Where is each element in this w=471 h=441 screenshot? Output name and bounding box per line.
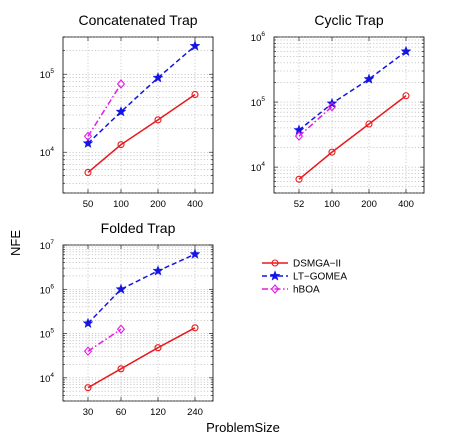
data-point [115, 283, 127, 294]
x-tick-label: 50 [83, 199, 94, 210]
x-tick-label: 400 [187, 199, 203, 210]
data-point [152, 72, 164, 83]
figure-y-axis-label: NFE [8, 230, 23, 256]
series-circle [295, 92, 410, 183]
series-star [82, 248, 201, 329]
y-tick-label: 104 [40, 146, 55, 159]
data-point [82, 317, 94, 329]
data-point [328, 148, 336, 156]
y-tick-label: 107 [40, 239, 55, 252]
series-line [87, 45, 196, 144]
data-point [154, 344, 162, 352]
series-line [298, 95, 407, 180]
data-point [294, 131, 304, 141]
x-tick-label: 240 [187, 407, 203, 418]
series-line [87, 83, 122, 137]
data-point [191, 90, 199, 99]
data-point [117, 141, 125, 149]
y-tick-label: 104 [40, 372, 55, 385]
data-point [116, 324, 126, 335]
data-point [295, 175, 303, 183]
data-point [116, 79, 126, 89]
x-tick-label: 400 [398, 199, 414, 210]
data-point [84, 384, 92, 392]
series-line [87, 93, 196, 174]
data-point [83, 131, 93, 142]
data-point [402, 92, 410, 100]
y-tick-label: 106 [40, 283, 55, 296]
y-tick-label: 106 [251, 31, 266, 44]
legend-entry: LT−GOMEA [262, 270, 347, 283]
chart-panel-2: 52 100 200 400 104 105 106 Cyclic Trap [251, 12, 425, 210]
data-point [117, 365, 125, 373]
series-diamond [294, 101, 337, 141]
series-star [82, 40, 201, 148]
legend-entry: DSMGA−II [262, 259, 341, 270]
legend-label: LT−GOMEA [293, 272, 347, 283]
x-tick-label: 30 [83, 407, 94, 418]
chart-panel-3: 30 60 120 240 104 105 106 107 Folded Trap [40, 220, 214, 418]
chart-title: Concatenated Trap [78, 12, 197, 28]
data-point [363, 73, 375, 84]
y-tick-label: 105 [40, 68, 55, 81]
data-point [84, 168, 92, 177]
legend-label: DSMGA−II [293, 259, 341, 270]
series-diamond [83, 79, 126, 142]
legend-marker [271, 259, 279, 267]
chart-panel-1: 50 100 200 400 104 105 Concatenated Trap [40, 12, 214, 210]
data-point [152, 265, 164, 276]
series-circle [84, 90, 199, 177]
data-point [154, 116, 162, 124]
series-line [87, 327, 196, 389]
legend-marker [269, 270, 281, 281]
data-point [82, 137, 94, 148]
legend-entry: hBOA [262, 284, 320, 296]
figure-x-axis-label: ProblemSize [206, 420, 280, 435]
y-tick-label: 105 [251, 96, 266, 109]
x-tick-label: 200 [361, 199, 377, 210]
data-point [400, 45, 412, 57]
series-circle [84, 324, 199, 392]
legend-marker [270, 284, 280, 294]
data-point [83, 346, 93, 357]
series-line [298, 106, 333, 137]
data-point [189, 248, 201, 259]
x-tick-label: 60 [116, 407, 127, 418]
y-tick-label: 104 [251, 161, 266, 174]
legend-label: hBOA [293, 285, 320, 296]
x-tick-label: 100 [324, 199, 340, 210]
data-point [115, 106, 127, 117]
plot-area [273, 36, 425, 194]
data-point [365, 120, 373, 128]
data-point [189, 40, 201, 51]
chart-title: Cyclic Trap [314, 12, 383, 28]
chart-title: Folded Trap [101, 220, 176, 236]
x-tick-label: 200 [150, 199, 166, 210]
data-point [191, 324, 199, 332]
y-tick-label: 105 [40, 328, 55, 341]
x-tick-label: 52 [294, 199, 305, 210]
legend: DSMGA−II LT−GOMEA hBOA [262, 259, 347, 296]
series-line [87, 253, 196, 324]
x-tick-label: 120 [150, 407, 166, 418]
x-tick-label: 100 [113, 199, 129, 210]
data-point [327, 101, 337, 112]
series-diamond [83, 324, 126, 357]
series-line [298, 50, 407, 131]
